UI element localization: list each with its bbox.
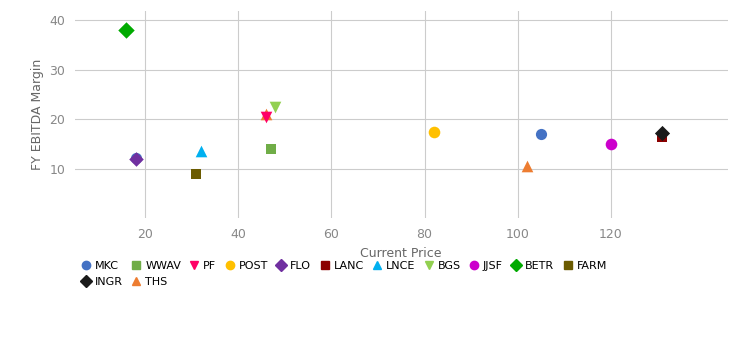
Point [427, 129, 439, 134]
Point [605, 141, 617, 147]
Point [656, 130, 668, 136]
Point [130, 156, 142, 162]
Point [195, 149, 207, 154]
Point [190, 171, 202, 177]
Point [535, 131, 547, 137]
X-axis label: Current Price: Current Price [361, 246, 442, 259]
Point [656, 134, 668, 139]
Y-axis label: FY EBITDA Margin: FY EBITDA Margin [31, 59, 44, 170]
Point [269, 104, 281, 110]
Point [130, 155, 142, 161]
Point [265, 146, 277, 152]
Legend: MKC, INGR, WWAV, THS, PF, POST, FLO, LANC, LNCE, BGS, JJSF, BETR, FARM: MKC, INGR, WWAV, THS, PF, POST, FLO, LAN… [80, 261, 607, 287]
Point [120, 27, 132, 33]
Point [521, 163, 533, 169]
Point [260, 114, 272, 120]
Point [260, 112, 272, 117]
